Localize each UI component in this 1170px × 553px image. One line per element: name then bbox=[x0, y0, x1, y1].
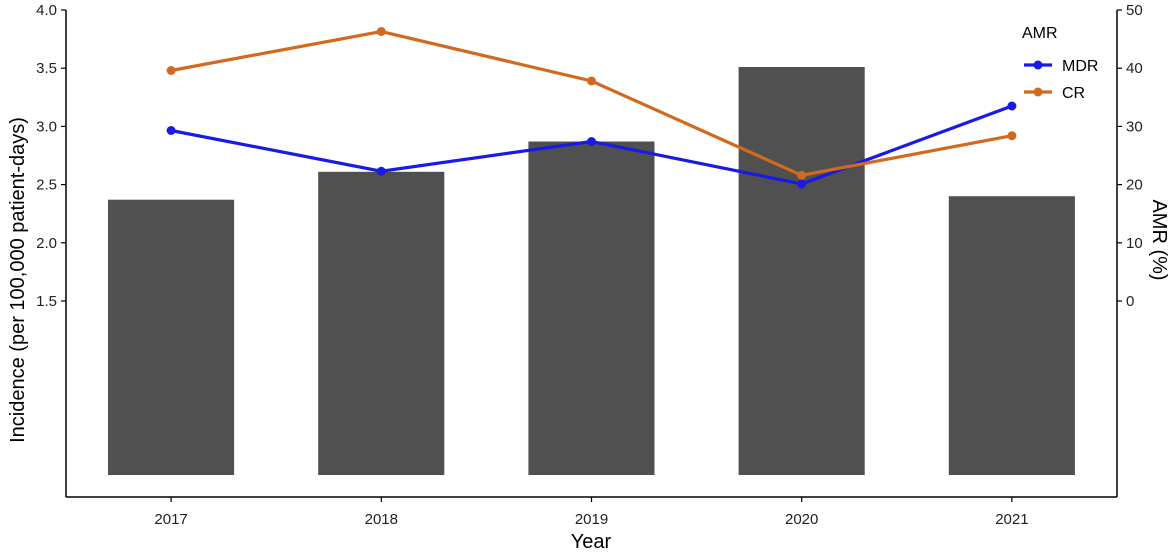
right-tick-label: 30 bbox=[1126, 118, 1143, 135]
right-axis-ticks: 0 10 20 30 40 50 bbox=[1117, 2, 1143, 310]
point-mdr-2021 bbox=[1007, 101, 1017, 111]
left-tick-label: 1.5 bbox=[36, 293, 57, 310]
bar-2017 bbox=[108, 199, 235, 475]
right-tick-label: 0 bbox=[1126, 293, 1134, 310]
legend-label-mdr: MDR bbox=[1062, 58, 1098, 75]
left-tick-label: 3.0 bbox=[36, 118, 57, 135]
x-tick-label: 2021 bbox=[995, 511, 1028, 528]
bar-2019 bbox=[528, 141, 655, 475]
legend: AMR MDR CR bbox=[1022, 25, 1098, 102]
point-cr-2021 bbox=[1007, 131, 1017, 141]
left-tick-label: 2.0 bbox=[36, 235, 57, 252]
x-tick-label: 2019 bbox=[575, 511, 608, 528]
left-axis-title: Incidence (per 100,000 patient-days) bbox=[7, 117, 29, 443]
point-cr-2018 bbox=[376, 27, 386, 36]
point-mdr-2017 bbox=[166, 126, 176, 135]
point-mdr-2020 bbox=[797, 179, 807, 189]
x-axis-title: Year bbox=[571, 531, 612, 553]
legend-items: MDR CR bbox=[1024, 58, 1098, 102]
right-tick-label: 10 bbox=[1126, 235, 1143, 252]
point-mdr-2019 bbox=[587, 137, 596, 146]
legend-key-point-cr bbox=[1033, 87, 1043, 97]
left-tick-label: 4.0 bbox=[36, 2, 57, 19]
x-axis-ticks: 2017 2018 2019 2020 2021 bbox=[154, 497, 1029, 528]
bars-layer bbox=[108, 67, 1075, 476]
right-tick-label: 20 bbox=[1126, 177, 1143, 194]
point-cr-2019 bbox=[587, 76, 596, 86]
right-axis-title: AMR (%) bbox=[1148, 199, 1170, 280]
legend-title: AMR bbox=[1022, 25, 1058, 42]
point-mdr-2018 bbox=[376, 166, 386, 176]
left-tick-label: 3.5 bbox=[36, 60, 57, 77]
left-axis-ticks: 1.5 2.0 2.5 3.0 3.5 4.0 bbox=[36, 2, 66, 310]
right-tick-label: 50 bbox=[1126, 2, 1143, 19]
left-tick-label: 2.5 bbox=[36, 177, 57, 194]
x-tick-label: 2018 bbox=[365, 511, 398, 528]
legend-label-cr: CR bbox=[1062, 85, 1085, 102]
bar-2018 bbox=[318, 171, 445, 476]
point-cr-2020 bbox=[797, 170, 807, 180]
right-tick-label: 40 bbox=[1126, 60, 1143, 77]
bar-2021 bbox=[948, 196, 1075, 475]
x-tick-label: 2017 bbox=[154, 511, 187, 528]
point-cr-2017 bbox=[166, 66, 176, 75]
lines-layer bbox=[166, 27, 1017, 189]
x-tick-label: 2020 bbox=[785, 511, 818, 528]
bar-2020 bbox=[738, 67, 865, 475]
legend-key-point-mdr bbox=[1033, 60, 1043, 70]
